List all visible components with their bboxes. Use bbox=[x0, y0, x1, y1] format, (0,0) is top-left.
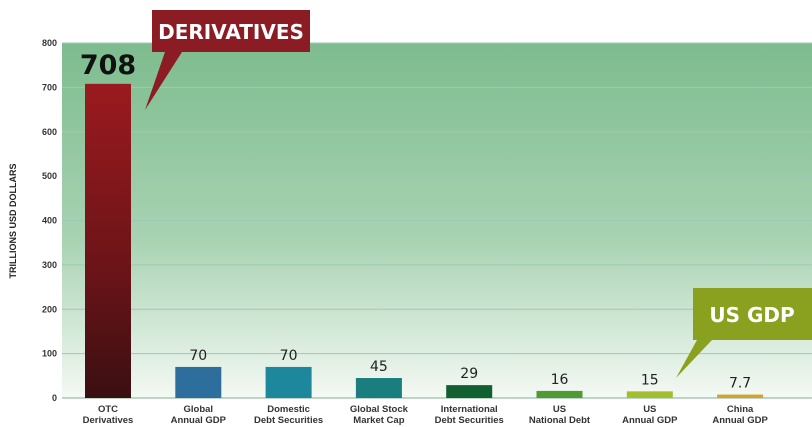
x-tick-label: International bbox=[441, 404, 498, 415]
bar bbox=[446, 385, 493, 398]
data-label: 708 bbox=[80, 50, 136, 81]
bar bbox=[85, 83, 131, 398]
data-label: 45 bbox=[370, 359, 388, 375]
x-tick-label: Derivatives bbox=[83, 415, 134, 426]
x-tick-label: Domestic bbox=[267, 404, 310, 415]
y-tick-label: 800 bbox=[42, 38, 57, 48]
x-tick-label: US bbox=[553, 404, 566, 415]
x-tick-label: Global Stock bbox=[350, 404, 409, 415]
callout-derivatives-bubble bbox=[145, 10, 310, 110]
callout-derivatives-text: DERIVATIVES bbox=[158, 20, 304, 44]
y-axis-title: TRILLIONS USD DOLLARS bbox=[8, 164, 18, 279]
x-tick-label: Debt Securities bbox=[254, 415, 323, 426]
bars: 708 70 70 45 29 16 15 7.7 bbox=[80, 50, 764, 398]
callout-us-gdp-bubble bbox=[676, 288, 812, 378]
data-label: 16 bbox=[551, 372, 569, 388]
y-tick-label: 300 bbox=[42, 260, 57, 270]
x-tick-label: Annual GDP bbox=[171, 415, 227, 426]
y-tick-label: 200 bbox=[42, 304, 57, 314]
callout-us-gdp-text: US GDP bbox=[709, 303, 794, 327]
x-tick-label: Annual GDP bbox=[622, 415, 678, 426]
x-tick-label: US bbox=[643, 404, 656, 415]
y-tick-label: 700 bbox=[42, 82, 57, 92]
bar bbox=[175, 366, 222, 398]
x-tick-label: China bbox=[727, 404, 754, 415]
data-label: 7.7 bbox=[729, 376, 751, 392]
bar bbox=[626, 391, 673, 398]
x-tick-label: Debt Securities bbox=[435, 415, 504, 426]
data-label: 70 bbox=[189, 348, 207, 364]
bar bbox=[536, 390, 583, 398]
data-label: 29 bbox=[460, 366, 478, 382]
data-label: 15 bbox=[641, 372, 659, 388]
y-tick-label: 600 bbox=[42, 127, 57, 137]
y-tick-label: 0 bbox=[52, 393, 57, 403]
bar bbox=[265, 366, 312, 398]
x-tick-label: Market Cap bbox=[353, 415, 404, 426]
bar bbox=[355, 378, 402, 398]
x-tick-label: OTC bbox=[98, 404, 118, 415]
y-tick-label: 400 bbox=[42, 216, 57, 226]
bar bbox=[717, 394, 764, 398]
y-tick-label: 100 bbox=[42, 349, 57, 359]
data-label: 70 bbox=[280, 348, 298, 364]
callouts: DERIVATIVES US GDP bbox=[145, 10, 812, 378]
x-tick-label: Annual GDP bbox=[712, 415, 768, 426]
y-tick-label: 500 bbox=[42, 171, 57, 181]
x-tick-label: Global bbox=[184, 404, 214, 415]
x-tick-label: National Debt bbox=[529, 415, 591, 426]
y-axis: 0 100 200 300 400 500 600 700 800 bbox=[42, 38, 57, 403]
